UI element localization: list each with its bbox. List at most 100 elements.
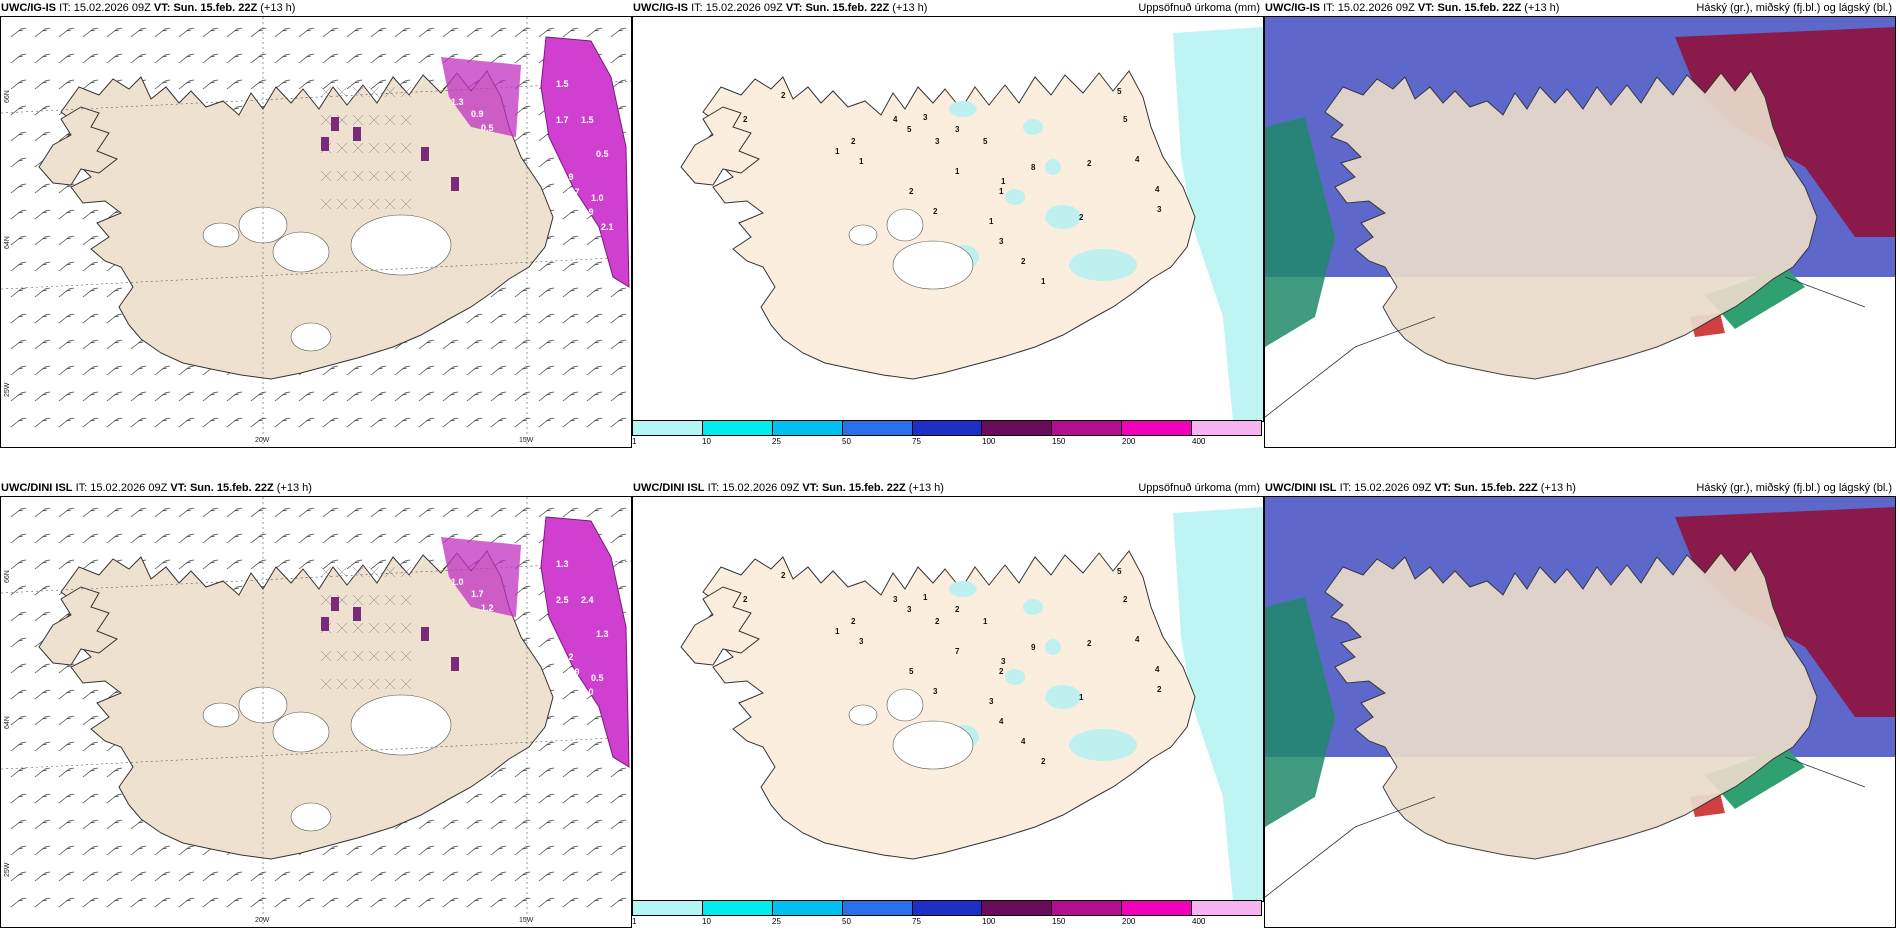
colorbar-label: 1 bbox=[632, 917, 637, 926]
wind-value-label: 1.0 bbox=[591, 193, 604, 203]
precip-value-label: 1 bbox=[835, 627, 840, 636]
precip-value-label: 3 bbox=[989, 697, 994, 706]
lon-label: 15W bbox=[519, 437, 534, 444]
cloud-title: Háský (gr.), miðský (fj.bl.) og lágský (… bbox=[1696, 482, 1892, 494]
iceland-land bbox=[60, 70, 554, 380]
colorbar-swatch bbox=[912, 901, 983, 915]
glacier bbox=[202, 222, 240, 248]
lat-label: 64N bbox=[4, 236, 11, 249]
colorbar-swatch bbox=[982, 421, 1053, 435]
wind-map[interactable]: 66N 64N 25W 20W 15W 1.5 1.3 0.9 0.5 1.7 1.5 0.… bbox=[0, 16, 632, 448]
precip-value-label: 5 bbox=[907, 125, 912, 134]
precip-value-label: 2 bbox=[781, 571, 786, 580]
precip-map-canvas bbox=[633, 17, 1263, 421]
precip-value-label: 1 bbox=[923, 593, 928, 602]
precip-value-label: 8 bbox=[1031, 163, 1036, 172]
cloud-map[interactable] bbox=[1264, 496, 1896, 928]
colorbar-label: 25 bbox=[772, 917, 781, 926]
colorbar-label: 75 bbox=[912, 917, 921, 926]
precip-area bbox=[1005, 669, 1025, 685]
precip-panel-igis: UWC/IG-IS IT: 15.02.2026 09Z VT: Sun. 15… bbox=[632, 0, 1264, 448]
graticule bbox=[1, 497, 631, 927]
low-cloud-coast bbox=[1705, 267, 1805, 329]
precip-value-label: 3 bbox=[999, 237, 1004, 246]
wind-value-label: 3.9 bbox=[561, 172, 574, 182]
precip-value-label: 7 bbox=[955, 647, 960, 656]
cloud-panel-dini: UWC/DINI ISL IT: 15.02.2026 09Z VT: Sun.… bbox=[1264, 480, 1896, 928]
lat-label: 66N bbox=[4, 90, 11, 103]
precip-title: Uppsöfnuð úrkoma (mm) bbox=[1138, 2, 1260, 14]
precip-area bbox=[1045, 685, 1081, 709]
wind-value-label: 0.9 bbox=[471, 109, 484, 119]
cloud-title: Háský (gr.), miðský (fj.bl.) og lágský (… bbox=[1696, 2, 1892, 14]
precip-value-label: 3 bbox=[1157, 205, 1162, 214]
lon-label: 20W bbox=[255, 437, 270, 444]
wind-value-label: 0.5 bbox=[481, 123, 494, 133]
westfjords-land bbox=[38, 586, 118, 666]
precip-area bbox=[1045, 205, 1081, 229]
precip-value-label: 1 bbox=[1041, 277, 1046, 286]
glacier bbox=[290, 322, 332, 352]
precip-value-label: 2 bbox=[1041, 757, 1046, 766]
precip-value-label: 4 bbox=[1135, 155, 1140, 164]
precip-value-label: 1 bbox=[955, 167, 960, 176]
colorbar-label: 50 bbox=[842, 917, 851, 926]
panel-header: UWC/DINI ISL IT: 15.02.2026 09Z VT: Sun.… bbox=[633, 482, 1260, 494]
colorbar-label: 200 bbox=[1122, 437, 1136, 446]
lon-label: 25W bbox=[4, 862, 11, 877]
glacier bbox=[848, 704, 878, 726]
precip-value-label: 2 bbox=[781, 91, 786, 100]
wind-panel-igis: UWC/IG-IS IT: 15.02.2026 09Z VT: Sun. 15… bbox=[0, 0, 632, 448]
iceland-land bbox=[1324, 70, 1818, 380]
glacier bbox=[886, 688, 924, 722]
colorbar-label: 150 bbox=[1052, 437, 1066, 446]
precip-area bbox=[1045, 159, 1061, 175]
colorbar-swatch bbox=[633, 421, 703, 435]
panel-header: UWC/DINI ISL IT: 15.02.2026 09Z VT: Sun.… bbox=[1265, 482, 1892, 494]
glacier bbox=[350, 214, 452, 276]
precip-colorbar: 1 10 25 50 75 100 150 200 400 bbox=[632, 900, 1262, 926]
iceland-land bbox=[702, 550, 1196, 860]
colorbar-swatch bbox=[633, 901, 703, 915]
precip-value-label: 2 bbox=[999, 667, 1004, 676]
panel-header: UWC/DINI ISL IT: 15.02.2026 09Z VT: Sun.… bbox=[1, 482, 312, 494]
wind-value-label: 2.1 bbox=[601, 222, 614, 232]
colorbar-label: 25 bbox=[772, 437, 781, 446]
precip-map-canvas bbox=[633, 497, 1263, 901]
graticule bbox=[1, 17, 631, 447]
glacier bbox=[272, 711, 330, 753]
colorbar-swatch bbox=[1052, 901, 1123, 915]
wind-map[interactable]: 66N 64N 25W 20W 15W 1.3 1.0 1.7 1.2 2.5 2.4 1.… bbox=[0, 496, 632, 928]
colorbar-label: 10 bbox=[702, 437, 711, 446]
sea-precip bbox=[1173, 507, 1263, 901]
hatch-region bbox=[320, 86, 412, 210]
westfjords-land bbox=[38, 106, 118, 186]
precip-value-label: 4 bbox=[1155, 665, 1160, 674]
precip-value-label: 2 bbox=[955, 605, 960, 614]
precip-value-label: 1 bbox=[835, 147, 840, 156]
colorbar-label: 400 bbox=[1192, 437, 1206, 446]
iceland-land bbox=[1324, 550, 1818, 860]
wind-value-label: 1.5 bbox=[581, 115, 594, 125]
wind-panel-dini: UWC/DINI ISL IT: 15.02.2026 09Z VT: Sun.… bbox=[0, 480, 632, 928]
precip-value-label: 3 bbox=[955, 125, 960, 134]
precip-value-label: 9 bbox=[1031, 643, 1036, 652]
colorbar-label: 75 bbox=[912, 437, 921, 446]
colorbar-swatch bbox=[702, 421, 773, 435]
precip-area bbox=[1023, 119, 1043, 135]
cloud-map[interactable] bbox=[1264, 16, 1896, 448]
precip-colorbar: 1 10 25 50 75 100 150 200 400 bbox=[632, 420, 1262, 446]
precip-value-label: 3 bbox=[923, 113, 928, 122]
westfjords-land bbox=[680, 106, 760, 186]
precip-area bbox=[1069, 729, 1137, 761]
precip-value-label: 2 bbox=[743, 595, 748, 604]
wind-value-label: 1.2 bbox=[481, 603, 494, 613]
glacier bbox=[272, 231, 330, 273]
cloud-map-canvas bbox=[1265, 17, 1895, 447]
colorbar-swatch bbox=[772, 421, 843, 435]
precip-value-label: 2 bbox=[1157, 685, 1162, 694]
glacier bbox=[290, 802, 332, 832]
precip-panel-dini: UWC/DINI ISL IT: 15.02.2026 09Z VT: Sun.… bbox=[632, 480, 1264, 928]
